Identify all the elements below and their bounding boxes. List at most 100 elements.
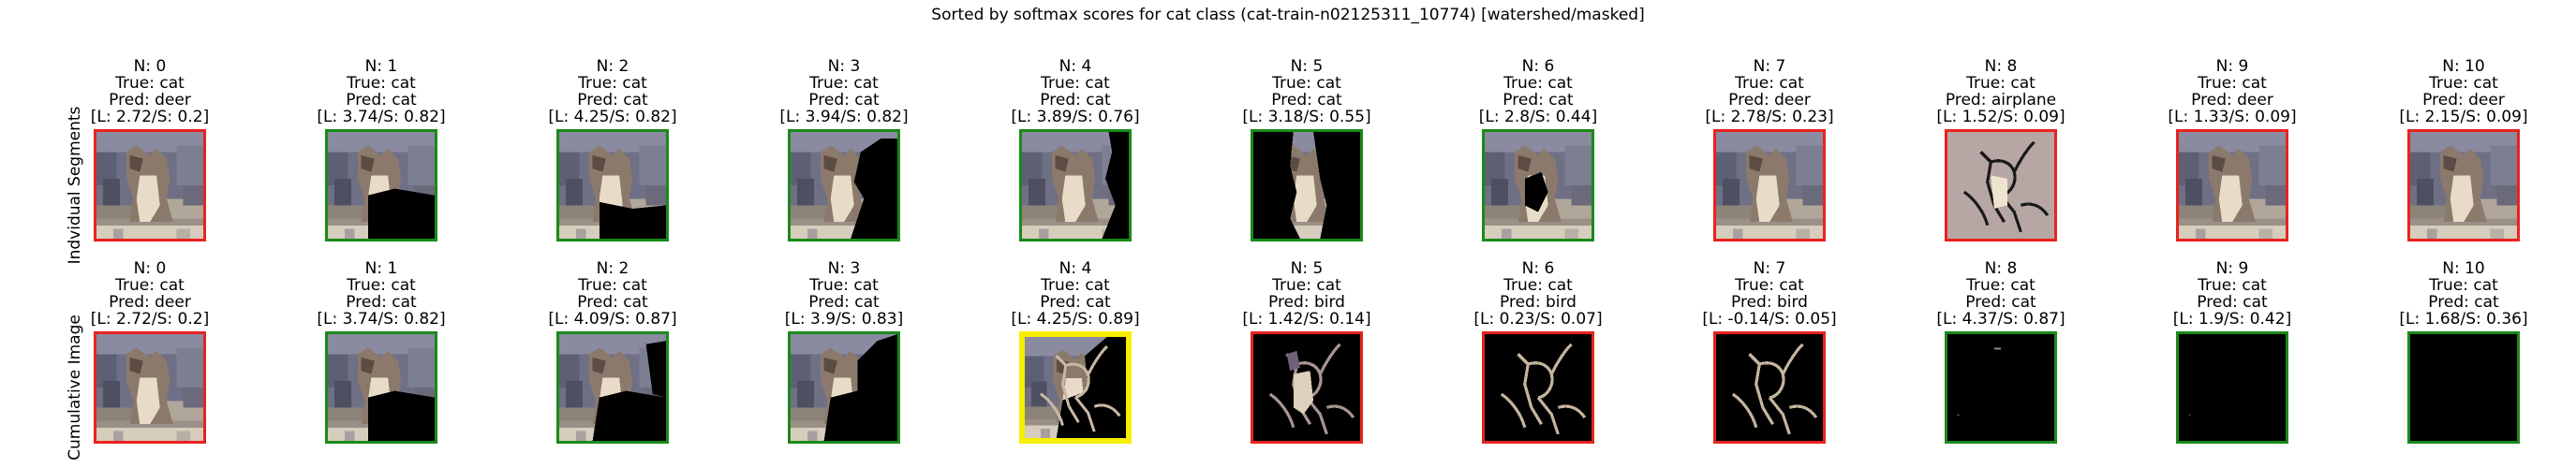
panel-score-label: [L: 4.25/S: 0.89] <box>1011 310 1140 329</box>
panel-score-label: [L: 4.37/S: 0.87] <box>1936 310 2065 329</box>
panel-pred-label: Pred: airplane <box>1945 91 2057 110</box>
panel-score-label: [L: 2.8/S: 0.44] <box>1478 108 1598 126</box>
panel-true-label: True: cat <box>578 276 647 295</box>
panel-title: N: 0 True: cat Pred: deer [L: 2.72/S: 0.2] <box>37 260 262 328</box>
panel-index-label: N: 10 <box>2442 259 2485 278</box>
panel-true-label: True: cat <box>2429 276 2498 295</box>
panel-true-label: True: cat <box>1735 276 1804 295</box>
panel-pred-label: Pred: cat <box>577 91 648 110</box>
panel-score-label: [L: 2.15/S: 0.09] <box>2399 108 2528 126</box>
panel-image <box>1945 129 2057 241</box>
panel-true-label: True: cat <box>1041 276 1110 295</box>
panel-pred-label: Pred: cat <box>808 91 880 110</box>
panel-title: N: 8 True: cat Pred: airplane [L: 1.52/S: 0… <box>1888 58 2113 125</box>
panel-image <box>1713 129 1826 241</box>
panel-image <box>788 331 900 444</box>
panel-true-label: True: cat <box>2198 276 2267 295</box>
panel-index-label: N: 1 <box>364 259 398 278</box>
panel-title: N: 9 True: cat Pred: deer [L: 1.33/S: 0.09] <box>2120 58 2345 125</box>
panel-score-label: [L: 2.72/S: 0.2] <box>90 108 210 126</box>
panel-title: N: 4 True: cat Pred: cat [L: 4.25/S: 0.89] <box>963 260 1188 328</box>
panel-score-label: [L: 1.68/S: 0.36] <box>2399 310 2528 329</box>
panel-index-label: N: 8 <box>1984 259 2018 278</box>
panel-pred-label: Pred: bird <box>1268 293 1345 312</box>
panel-score-label: [L: 1.52/S: 0.09] <box>1936 108 2065 126</box>
panel-image <box>1019 331 1132 444</box>
panel-true-label: True: cat <box>1503 276 1573 295</box>
panel-index-label: N: 1 <box>364 57 398 76</box>
panel-true-label: True: cat <box>2198 74 2267 93</box>
panel-true-label: True: cat <box>1272 276 1341 295</box>
figure-title: Sorted by softmax scores for cat class (… <box>931 6 1645 24</box>
panel-image <box>2407 129 2520 241</box>
panel-score-label: [L: 2.72/S: 0.2] <box>90 310 210 329</box>
panel-index-label: N: 10 <box>2442 57 2485 76</box>
panel-title: N: 4 True: cat Pred: cat [L: 3.89/S: 0.76] <box>963 58 1188 125</box>
panel-pred-label: Pred: cat <box>1503 91 1574 110</box>
panel-true-label: True: cat <box>1966 74 2036 93</box>
panel-image <box>556 331 669 444</box>
panel-pred-label: Pred: cat <box>1965 293 2036 312</box>
panel-index-label: N: 5 <box>1290 57 1324 76</box>
panel-title: N: 6 True: cat Pred: cat [L: 2.8/S: 0.44] <box>1426 58 1651 125</box>
panel-title: N: 9 True: cat Pred: cat [L: 1.9/S: 0.42] <box>2120 260 2345 328</box>
panel-score-label: [L: 3.89/S: 0.76] <box>1011 108 1140 126</box>
panel-pred-label: Pred: cat <box>1040 91 1111 110</box>
panel-index-label: N: 2 <box>596 259 629 278</box>
panel-pred-label: Pred: cat <box>346 293 417 312</box>
panel-index-label: N: 5 <box>1290 259 1324 278</box>
panel-title: N: 2 True: cat Pred: cat [L: 4.09/S: 0.87] <box>500 260 725 328</box>
row-label-individual-segments: Indvidual Segments <box>66 106 84 265</box>
panel-title: N: 8 True: cat Pred: cat [L: 4.37/S: 0.87] <box>1888 260 2113 328</box>
panel-image <box>556 129 669 241</box>
panel-pred-label: Pred: cat <box>2197 293 2268 312</box>
panel-score-label: [L: 1.33/S: 0.09] <box>2168 108 2297 126</box>
panel-image <box>94 129 206 241</box>
panel-index-label: N: 9 <box>2215 57 2249 76</box>
panel-pred-label: Pred: cat <box>808 293 880 312</box>
panel-score-label: [L: 3.18/S: 0.55] <box>1242 108 1371 126</box>
panel-title: N: 10 True: cat Pred: cat [L: 1.68/S: 0.36] <box>2351 260 2576 328</box>
panel-title: N: 6 True: cat Pred: bird [L: 0.23/S: 0.07] <box>1426 260 1651 328</box>
panel-pred-label: Pred: cat <box>1040 293 1111 312</box>
panel-image <box>2176 129 2288 241</box>
panel-index-label: N: 7 <box>1753 259 1786 278</box>
panel-image <box>325 129 437 241</box>
panel-true-label: True: cat <box>1966 276 2036 295</box>
panel-image <box>1945 331 2057 444</box>
panel-pred-label: Pred: cat <box>1271 91 1342 110</box>
panel-score-label: [L: 1.42/S: 0.14] <box>1242 310 1371 329</box>
panel-index-label: N: 0 <box>133 259 167 278</box>
panel-title: N: 2 True: cat Pred: cat [L: 4.25/S: 0.82] <box>500 58 725 125</box>
panel-title: N: 5 True: cat Pred: cat [L: 3.18/S: 0.55] <box>1194 58 1419 125</box>
panel-pred-label: Pred: deer <box>109 91 191 110</box>
panel-pred-label: Pred: cat <box>577 293 648 312</box>
panel-score-label: [L: 0.23/S: 0.07] <box>1473 310 1603 329</box>
panel-true-label: True: cat <box>578 74 647 93</box>
panel-index-label: N: 6 <box>1521 57 1555 76</box>
panel-image <box>1019 129 1132 241</box>
panel-score-label: [L: 4.09/S: 0.87] <box>548 310 677 329</box>
panel-true-label: True: cat <box>347 74 416 93</box>
panel-index-label: N: 4 <box>1059 57 1092 76</box>
panel-score-label: [L: 3.94/S: 0.82] <box>779 108 909 126</box>
panel-true-label: True: cat <box>1041 74 1110 93</box>
panel-title: N: 7 True: cat Pred: bird [L: -0.14/S: 0.05… <box>1657 260 1882 328</box>
panel-index-label: N: 4 <box>1059 259 1092 278</box>
panel-true-label: True: cat <box>115 276 185 295</box>
panel-title: N: 1 True: cat Pred: cat [L: 3.74/S: 0.82] <box>269 260 494 328</box>
panel-true-label: True: cat <box>115 74 185 93</box>
panel-title: N: 1 True: cat Pred: cat [L: 3.74/S: 0.82] <box>269 58 494 125</box>
panel-score-label: [L: 3.74/S: 0.82] <box>317 108 446 126</box>
panel-title: N: 7 True: cat Pred: deer [L: 2.78/S: 0.23] <box>1657 58 1882 125</box>
panel-true-label: True: cat <box>347 276 416 295</box>
panel-index-label: N: 6 <box>1521 259 1555 278</box>
panel-title: N: 3 True: cat Pred: cat [L: 3.94/S: 0.82] <box>732 58 956 125</box>
panel-true-label: True: cat <box>1735 74 1804 93</box>
panel-true-label: True: cat <box>809 276 879 295</box>
panel-pred-label: Pred: bird <box>1731 293 1808 312</box>
panel-image <box>1251 331 1363 444</box>
panel-title: N: 10 True: cat Pred: deer [L: 2.15/S: 0.09… <box>2351 58 2576 125</box>
panel-image <box>2176 331 2288 444</box>
panel-pred-label: Pred: cat <box>346 91 417 110</box>
